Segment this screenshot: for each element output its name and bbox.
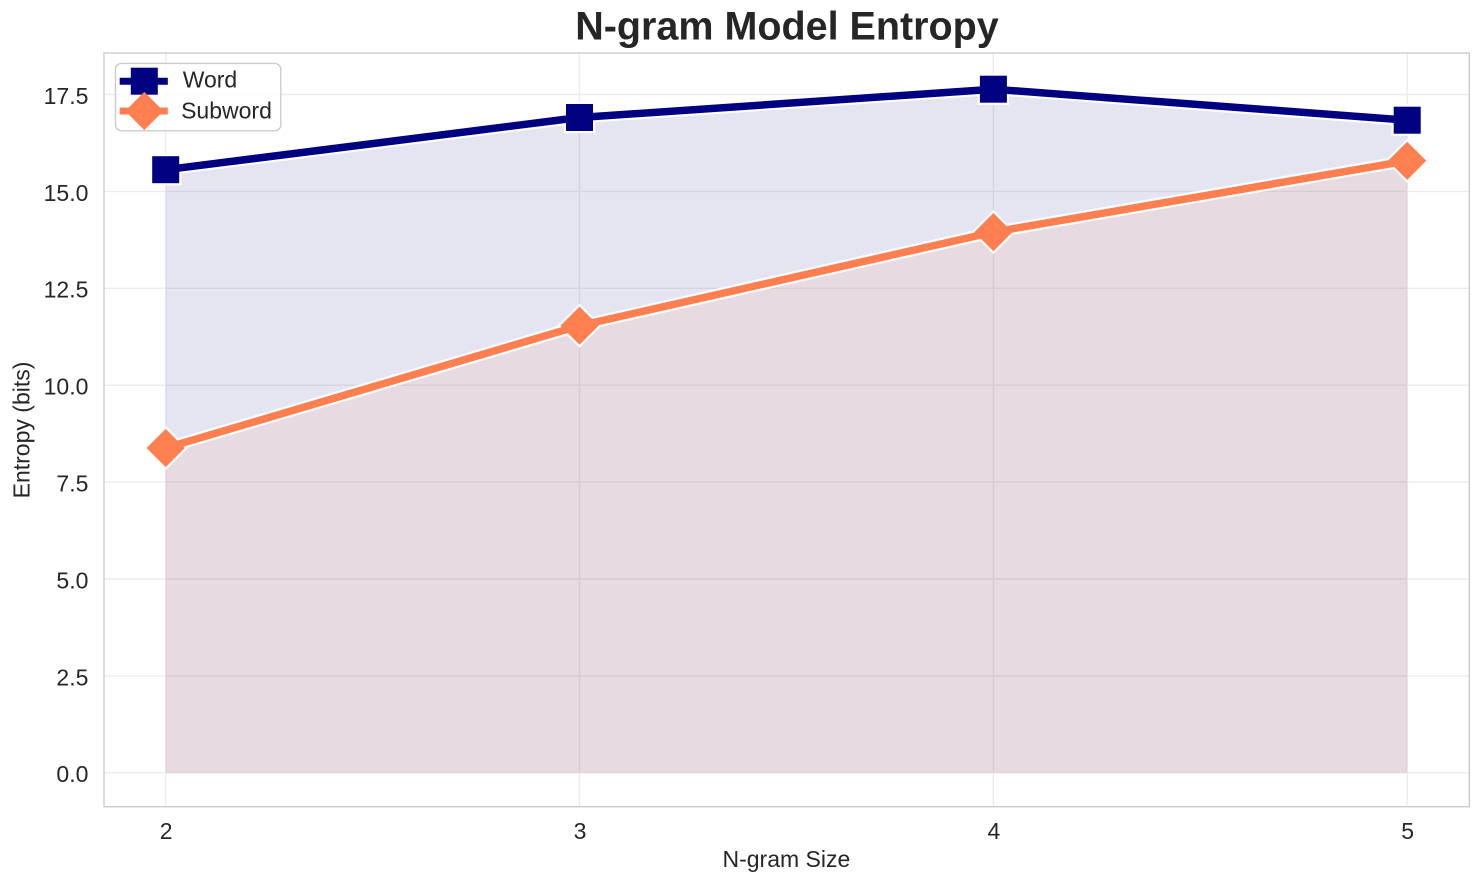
svg-text:15.0: 15.0	[44, 180, 89, 206]
svg-text:5: 5	[1401, 818, 1414, 844]
svg-text:2: 2	[160, 818, 173, 844]
svg-text:17.5: 17.5	[44, 83, 89, 109]
svg-text:0.0: 0.0	[56, 761, 88, 787]
svg-text:12.5: 12.5	[44, 277, 89, 303]
svg-text:4: 4	[988, 818, 1001, 844]
svg-text:N-gram Model Entropy: N-gram Model Entropy	[575, 5, 999, 49]
svg-text:5.0: 5.0	[56, 567, 88, 593]
svg-text:3: 3	[574, 818, 587, 844]
svg-text:Subword: Subword	[181, 98, 272, 124]
svg-text:7.5: 7.5	[56, 471, 88, 497]
svg-text:2.5: 2.5	[56, 664, 88, 690]
svg-text:Entropy (bits): Entropy (bits)	[8, 362, 34, 499]
svg-text:N-gram Size: N-gram Size	[722, 846, 850, 872]
svg-text:10.0: 10.0	[44, 374, 89, 400]
svg-text:Word: Word	[183, 67, 238, 93]
